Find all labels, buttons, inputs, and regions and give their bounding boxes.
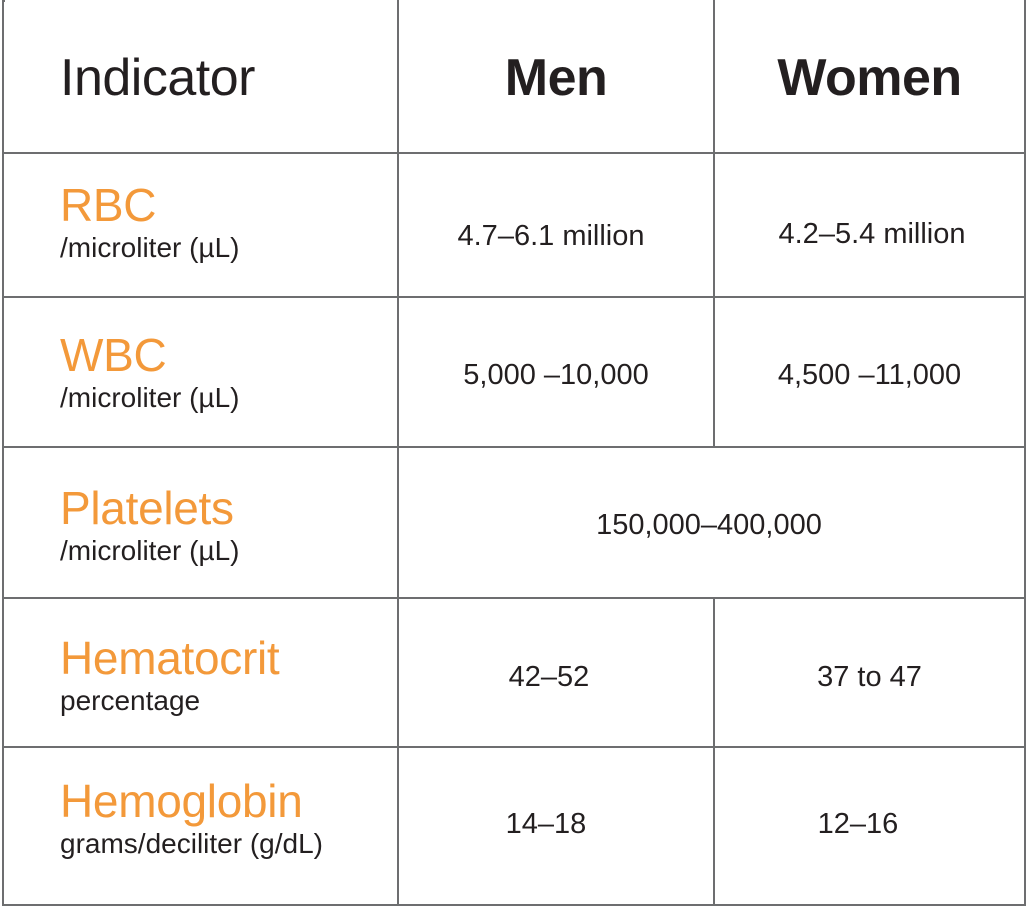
grid-line-v-women-b: [713, 597, 715, 906]
indicator-name: Hemoglobin: [60, 775, 303, 827]
grid-line-h5: [2, 746, 1026, 748]
indicator-name: RBC: [60, 179, 157, 231]
grid-line-right: [1024, 0, 1026, 906]
row-rbc-men: 4.7–6.1 million: [457, 220, 645, 252]
row-wbc-women: 4,500 –11,000: [777, 359, 962, 391]
indicator-unit: /microliter (µL): [60, 535, 240, 566]
grid-line-v-men: [397, 0, 399, 906]
row-hemoglobin-men: 14–18: [505, 808, 587, 840]
header-indicator: Indicator: [60, 49, 255, 107]
indicator-unit: percentage: [60, 685, 201, 716]
grid-line-h3: [2, 446, 1026, 448]
grid-line-h4: [2, 597, 1026, 599]
indicator-name: Hematocrit: [60, 632, 280, 684]
row-hematocrit-men: 42–52: [508, 661, 590, 693]
row-hemoglobin-women: 12–16: [817, 808, 899, 840]
grid-line-h2: [2, 296, 1026, 298]
grid-line-bottom: [2, 904, 1026, 906]
header-women: Women: [777, 49, 962, 107]
row-platelets-indicator: Platelets /microliter (µL): [60, 485, 239, 565]
row-wbc-indicator: WBC /microliter (µL): [60, 332, 239, 412]
indicator-unit: /microliter (µL): [60, 382, 240, 413]
row-hemoglobin-indicator: Hemoglobin grams/deciliter (g/dL): [60, 778, 323, 858]
row-rbc-indicator: RBC /microliter (µL): [60, 182, 239, 262]
indicator-name: Platelets: [60, 482, 234, 534]
indicator-name: WBC: [60, 329, 167, 381]
grid-line-v-women-a: [713, 0, 715, 448]
grid-line-h1: [2, 152, 1026, 154]
indicator-unit: /microliter (µL): [60, 232, 240, 263]
header-men: Men: [504, 49, 608, 107]
row-platelets-combined: 150,000–400,000: [596, 509, 822, 541]
row-hematocrit-women: 37 to 47: [817, 661, 922, 693]
indicator-unit: grams/deciliter (g/dL): [60, 828, 323, 859]
grid-line-left: [2, 0, 4, 906]
row-hematocrit-indicator: Hematocrit percentage: [60, 632, 280, 716]
row-rbc-women: 4.2–5.4 million: [778, 218, 966, 250]
row-wbc-men: 5,000 –10,000: [463, 359, 649, 391]
